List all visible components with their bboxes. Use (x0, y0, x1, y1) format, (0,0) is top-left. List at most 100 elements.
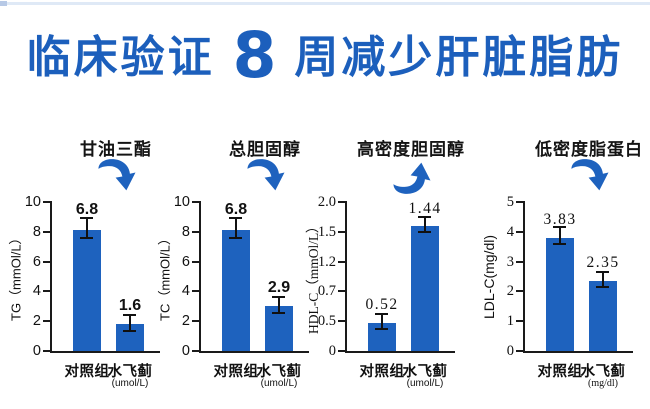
y-tick-mark (43, 230, 52, 233)
chart-ldl-lipoprotein: 低密度脂蛋白 LDL-C(mg/dl) 5 4 3 2 1 0 3.83 2.3… (481, 140, 642, 389)
chart-title: 低密度脂蛋白 (535, 140, 643, 159)
y-tick-label: 5 (506, 193, 514, 210)
y-axis-label: LDL-C(mg/dl) (481, 234, 497, 319)
y-tick-mark (192, 350, 201, 352)
y-tick-label: 6 (181, 253, 190, 270)
y-tick-mark (338, 201, 347, 203)
y-tick-mark (192, 320, 201, 323)
y-tick-mark (43, 260, 52, 263)
y-tick-label: 10 (173, 193, 190, 210)
bar-control-group (73, 230, 101, 351)
page-title-number: 8 (232, 18, 277, 92)
y-tick-label: 4 (506, 223, 514, 240)
y-tick-label: 0.7 (317, 283, 336, 300)
trend-down-arrow-icon (96, 157, 136, 192)
x-category-label: 水飞蓟 (402, 364, 448, 380)
y-tick-label: 6 (32, 253, 41, 270)
y-tick-mark (338, 350, 347, 352)
y-tick-mark (43, 201, 52, 203)
y-tick-label: 0 (181, 342, 190, 359)
y-tick-label: 1 (506, 312, 514, 329)
error-bar (123, 314, 136, 332)
bar-value-label: 6.8 (75, 201, 99, 219)
chart-title: 高密度胆固醇 (357, 140, 465, 159)
top-divider-accent (0, 1, 7, 6)
bar-value-label: 0.52 (365, 295, 399, 313)
chart-triglycerides: 甘油三酯 TG（mmOl/L） 10 8 6 4 2 0 6.8 1.6 对照组… (9, 140, 160, 389)
error-bar (80, 217, 93, 240)
x-category-label: 对照组 (213, 364, 259, 380)
x-category-label: 对照组 (537, 364, 583, 380)
page-title-suffix: 周减少肝脏脂肪 (294, 33, 624, 82)
x-category-label: 对照组 (359, 364, 405, 380)
y-tick-mark (43, 290, 52, 293)
bar-value-label: 6.8 (224, 201, 248, 219)
bar-value-label: 1.44 (408, 200, 442, 218)
y-tick-mark (192, 201, 201, 203)
y-tick-mark (192, 290, 201, 293)
bar-value-label: 2.9 (267, 278, 291, 296)
unit-note: (umol/L) (406, 378, 444, 389)
y-tick-label: 10 (24, 193, 41, 210)
chart-hdl-cholesterol: 高密度胆固醇 HDL-C（mmOl/L） 2.0 1.5 1.2 0.7 0.5… (306, 140, 464, 389)
x-category-label: 水飞蓟 (107, 364, 153, 380)
y-tick-label: 4 (32, 283, 41, 300)
error-bar (418, 215, 431, 234)
y-tick-label: 2 (506, 283, 514, 300)
error-bar (272, 296, 285, 314)
y-tick-label: 0.5 (317, 312, 336, 329)
y-tick-label: 2 (181, 312, 190, 329)
y-tick-mark (192, 230, 201, 233)
y-axis-label: TC（mmOl/L） (157, 232, 173, 321)
y-tick-mark (338, 290, 347, 293)
error-bar (596, 271, 609, 289)
y-tick-mark (338, 260, 347, 263)
y-tick-mark (516, 260, 525, 263)
error-bar (229, 217, 242, 240)
chart-title: 总胆固醇 (229, 140, 301, 159)
y-tick-mark (43, 320, 52, 323)
y-tick-label: 0 (32, 342, 41, 359)
y-tick-label: 8 (32, 223, 41, 240)
bar-milk-thistle (265, 306, 293, 351)
error-bar (375, 312, 388, 331)
x-category-label: 水飞蓟 (580, 364, 626, 380)
y-tick-mark (516, 320, 525, 323)
page-title: 临床验证 8 周减少肝脏脂肪 (0, 22, 650, 94)
page-title-prefix: 临床验证 (26, 33, 215, 82)
bar-milk-thistle (589, 280, 617, 351)
y-tick-mark (338, 230, 347, 233)
y-tick-mark (516, 230, 525, 233)
bar-value-label: 2.35 (586, 254, 620, 272)
y-tick-mark (192, 260, 201, 263)
chart-title: 甘油三酯 (80, 140, 152, 159)
x-category-label: 水飞蓟 (256, 364, 302, 380)
bar-value-label: 1.6 (118, 296, 142, 314)
top-divider-line (0, 2, 650, 5)
trend-down-arrow-icon (245, 157, 285, 192)
unit-note: (umol/L) (260, 378, 298, 389)
plot-area: HDL-C（mmOl/L） 2.0 1.5 1.2 0.7 0.5 0 0.52… (306, 195, 455, 389)
unit-note: (umol/L) (111, 378, 149, 389)
bar-control-group (546, 237, 574, 351)
trend-down-arrow-icon (569, 157, 609, 192)
plot-area: LDL-C(mg/dl) 5 4 3 2 1 0 3.83 2.35 对照组 水… (481, 195, 633, 389)
y-tick-label: 0 (506, 342, 514, 359)
y-axis-label: TG（mmOl/L） (8, 231, 24, 322)
plot-area: TG（mmOl/L） 10 8 6 4 2 0 6.8 1.6 对照组 水飞蓟 … (9, 195, 160, 389)
y-tick-mark (516, 350, 525, 352)
y-tick-label: 4 (181, 283, 190, 300)
y-tick-label: 1.5 (317, 223, 336, 240)
y-tick-mark (516, 290, 525, 293)
y-tick-label: 8 (181, 223, 190, 240)
y-tick-mark (43, 350, 52, 352)
error-bar (553, 226, 566, 246)
unit-note: (mg/dl) (588, 378, 618, 389)
chart-total-cholesterol: 总胆固醇 TC（mmOl/L） 10 8 6 4 2 0 6.8 2.9 对照组… (158, 140, 309, 389)
y-tick-mark (338, 320, 347, 323)
y-tick-label: 3 (506, 253, 514, 270)
bar-milk-thistle (411, 225, 439, 351)
bar-control-group (222, 230, 250, 351)
bar-value-label: 3.83 (543, 210, 577, 228)
y-tick-label: 0 (328, 342, 336, 359)
